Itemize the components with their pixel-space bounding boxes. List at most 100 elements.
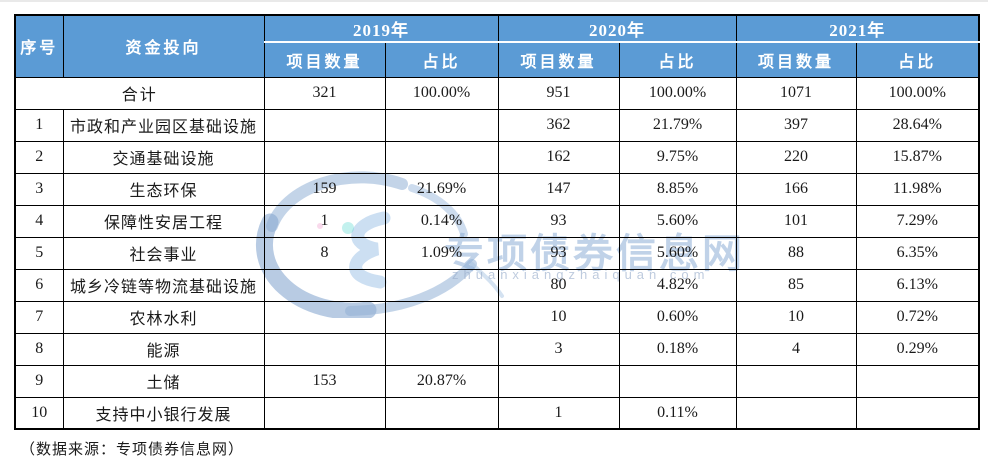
cell-value (263, 140, 386, 174)
cell-value: 0.18% (618, 332, 737, 366)
cell-value: 4.82% (618, 268, 737, 302)
cell-value (263, 268, 386, 302)
row-category: 城乡冷链等物流基础设施 (62, 268, 265, 302)
cell-value: 15.87% (855, 140, 980, 174)
cell-value: 101 (735, 204, 857, 238)
cell-value: 6.35% (855, 236, 980, 270)
total-value: 100.00% (855, 76, 980, 110)
data-source-note: （数据来源：专项债券信息网） (20, 442, 245, 458)
cell-value: 153 (263, 364, 386, 398)
col-header-share-2019: 占比 (384, 42, 499, 78)
cell-value (855, 364, 980, 398)
cell-value (497, 364, 620, 398)
cell-value (735, 396, 857, 430)
row-category: 交通基础设施 (62, 140, 265, 174)
cell-value: 8.85% (618, 172, 737, 206)
cell-value: 11.98% (855, 172, 980, 206)
total-label: 合计 (14, 76, 265, 110)
col-header-count-2019: 项目数量 (263, 42, 386, 78)
cell-value: 0.60% (618, 300, 737, 334)
table-row: 9 土储 153 20.87% (14, 364, 980, 398)
row-serial: 8 (14, 332, 64, 366)
col-header-serial: 序号 (14, 14, 64, 78)
cell-value: 162 (497, 140, 620, 174)
row-serial: 4 (14, 204, 64, 238)
cell-value (384, 300, 499, 334)
col-header-count-2021: 项目数量 (735, 42, 857, 78)
cell-value: 1 (497, 396, 620, 430)
cell-value (618, 364, 737, 398)
cell-value: 5.60% (618, 236, 737, 270)
row-serial: 2 (14, 140, 64, 174)
cell-value: 5.60% (618, 204, 737, 238)
cell-value: 4 (735, 332, 857, 366)
cell-value: 6.13% (855, 268, 980, 302)
cell-value: 397 (735, 108, 857, 142)
cell-value (263, 300, 386, 334)
cell-value: 0.14% (384, 204, 499, 238)
cell-value (855, 396, 980, 430)
total-value: 1071 (735, 76, 857, 110)
table-row: 7 农林水利 10 0.60% 10 0.72% (14, 300, 980, 334)
cell-value (263, 396, 386, 430)
header-year-row: 序号 资金投向 2019年 2020年 2021年 (14, 14, 980, 78)
table-row: 2 交通基础设施 162 9.75% 220 15.87% (14, 140, 980, 174)
table-row: 1 市政和产业园区基础设施 362 21.79% 397 28.64% (14, 108, 980, 142)
row-category: 社会事业 (62, 236, 265, 270)
cell-value: 220 (735, 140, 857, 174)
cell-value: 3 (497, 332, 620, 366)
row-category: 支持中小银行发展 (62, 396, 265, 430)
cell-value (384, 140, 499, 174)
cell-value: 20.87% (384, 364, 499, 398)
table-row: 3 生态环保 159 21.69% 147 8.85% 166 11.98% (14, 172, 980, 206)
row-serial: 6 (14, 268, 64, 302)
cell-value: 93 (497, 236, 620, 270)
row-serial: 1 (14, 108, 64, 142)
col-header-share-2020: 占比 (618, 42, 737, 78)
cell-value: 7.29% (855, 204, 980, 238)
cell-value: 21.69% (384, 172, 499, 206)
row-category: 土储 (62, 364, 265, 398)
total-value: 100.00% (384, 76, 499, 110)
col-header-year-2021: 2021年 (735, 14, 980, 43)
cell-value: 0.11% (618, 396, 737, 430)
table-row: 10 支持中小银行发展 1 0.11% (14, 396, 980, 430)
row-serial: 3 (14, 172, 64, 206)
cell-value (263, 332, 386, 366)
cell-value: 1.09% (384, 236, 499, 270)
row-serial: 10 (14, 396, 64, 430)
total-value: 100.00% (618, 76, 737, 110)
cell-value (384, 108, 499, 142)
table-row: 5 社会事业 8 1.09% 93 5.60% 88 6.35% (14, 236, 980, 270)
cell-value: 10 (735, 300, 857, 334)
cell-value: 147 (497, 172, 620, 206)
row-serial: 7 (14, 300, 64, 334)
cell-value (263, 108, 386, 142)
row-serial: 5 (14, 236, 64, 270)
cell-value: 0.72% (855, 300, 980, 334)
fund-allocation-table: 序号 资金投向 2019年 2020年 2021年 项目数量 占比 项目数量 占… (14, 14, 980, 430)
table-row: 6 城乡冷链等物流基础设施 80 4.82% 85 6.13% (14, 268, 980, 302)
cell-value: 159 (263, 172, 386, 206)
row-category: 农林水利 (62, 300, 265, 334)
header-sub-row: 项目数量 占比 项目数量 占比 项目数量 占比 (15, 42, 980, 78)
col-header-share-2021: 占比 (855, 42, 980, 78)
cell-value: 28.64% (855, 108, 980, 142)
cell-value (384, 332, 499, 366)
cell-value: 21.79% (618, 108, 737, 142)
page-top-edge (0, 0, 988, 2)
col-header-year-2020: 2020年 (497, 14, 737, 43)
cell-value: 10 (497, 300, 620, 334)
total-value: 951 (497, 76, 620, 110)
cell-value: 80 (497, 268, 620, 302)
cell-value: 362 (497, 108, 620, 142)
cell-value (735, 364, 857, 398)
row-category: 保障性安居工程 (62, 204, 265, 238)
row-category: 市政和产业园区基础设施 (62, 108, 265, 142)
col-header-category: 资金投向 (62, 14, 265, 78)
cell-value: 88 (735, 236, 857, 270)
row-serial: 9 (14, 364, 64, 398)
cell-value (384, 396, 499, 430)
row-category: 生态环保 (62, 172, 265, 206)
cell-value: 93 (497, 204, 620, 238)
